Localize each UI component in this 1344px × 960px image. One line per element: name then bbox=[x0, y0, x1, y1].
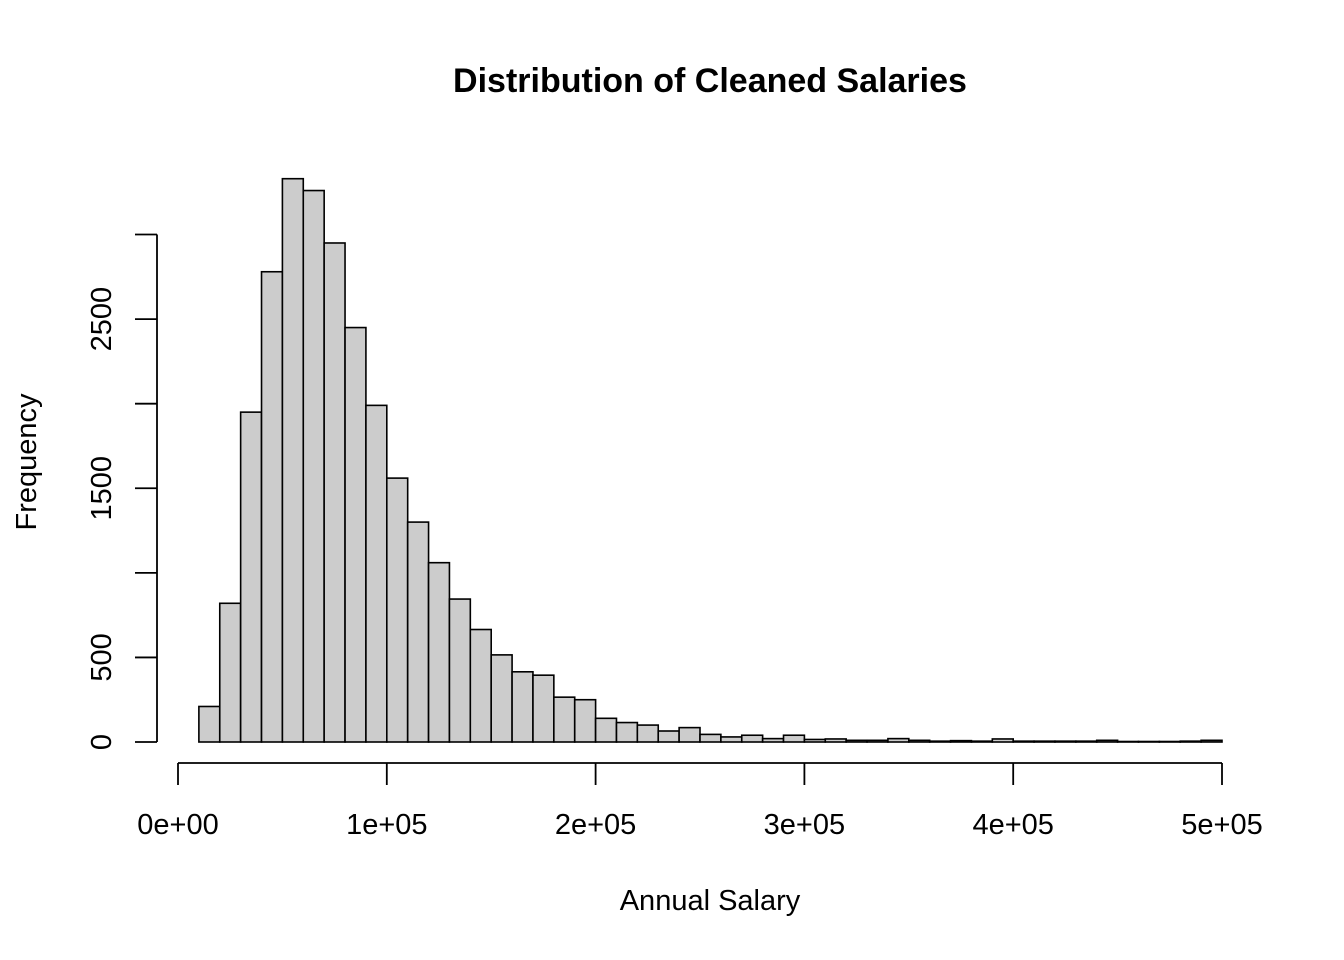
histogram-bar bbox=[1137, 740, 1161, 743]
histogram-bar bbox=[949, 739, 973, 743]
histogram-bar bbox=[239, 411, 263, 743]
histogram-bar bbox=[782, 734, 806, 743]
histogram-bar bbox=[1054, 740, 1077, 743]
histogram-bar bbox=[866, 739, 889, 743]
y-tick-label: 500 bbox=[86, 633, 118, 681]
histogram-bar bbox=[469, 628, 493, 743]
histogram-bar bbox=[928, 740, 952, 743]
histogram-bar bbox=[385, 477, 409, 743]
histogram-bar bbox=[260, 270, 284, 743]
histogram-bar bbox=[657, 730, 680, 743]
x-tick-label: 1e+05 bbox=[346, 809, 427, 841]
histogram-bar bbox=[1158, 740, 1182, 743]
histogram-bar bbox=[406, 521, 430, 743]
histogram-bar bbox=[302, 189, 325, 743]
histogram-bar bbox=[740, 734, 764, 743]
histogram-bar bbox=[699, 733, 722, 743]
histogram-bar bbox=[594, 717, 618, 743]
y-tick-label: 1500 bbox=[86, 456, 118, 521]
histogram-bar bbox=[532, 674, 555, 743]
y-tick-label: 2500 bbox=[86, 287, 118, 352]
histogram-bar bbox=[1075, 740, 1098, 743]
histogram-bar bbox=[218, 602, 242, 743]
histogram-bar bbox=[281, 177, 305, 743]
histogram-bar bbox=[887, 737, 910, 743]
histogram-bar bbox=[1200, 739, 1223, 743]
histogram-bar bbox=[1116, 740, 1140, 743]
y-axis: 0 500 1500 2500 bbox=[86, 233, 158, 750]
histogram-bar bbox=[1012, 740, 1035, 743]
histogram-bar bbox=[824, 738, 847, 743]
x-tick-label: 0e+00 bbox=[137, 809, 218, 841]
histogram-bar bbox=[323, 242, 346, 743]
histogram-bar bbox=[970, 740, 994, 743]
bars-group bbox=[198, 177, 1223, 743]
histogram-bar bbox=[344, 326, 367, 743]
histogram-bar bbox=[845, 739, 868, 743]
histogram-bar bbox=[198, 705, 221, 743]
histogram-bar bbox=[427, 561, 451, 743]
histogram-bar bbox=[490, 654, 513, 743]
histogram-bar bbox=[803, 738, 827, 743]
x-tick-label: 2e+05 bbox=[555, 809, 636, 841]
chart-title: Distribution of Cleaned Salaries bbox=[453, 62, 967, 100]
histogram-bar bbox=[678, 726, 701, 743]
histogram-bar bbox=[761, 737, 785, 743]
x-tick-label: 3e+05 bbox=[764, 809, 845, 841]
histogram-bar bbox=[1033, 740, 1056, 743]
x-tick-label: 4e+05 bbox=[972, 809, 1053, 841]
x-tick-label: 5e+05 bbox=[1181, 809, 1262, 841]
histogram-bar bbox=[991, 738, 1015, 743]
histogram-bar bbox=[907, 739, 931, 743]
histogram-bar bbox=[365, 404, 388, 743]
histogram-bar bbox=[511, 670, 534, 743]
y-tick-label: 0 bbox=[86, 734, 118, 750]
histogram-bar bbox=[1179, 740, 1202, 743]
histogram-bar bbox=[448, 598, 472, 743]
histogram-bar bbox=[573, 698, 597, 743]
histogram-bar bbox=[636, 724, 660, 743]
histogram-bar bbox=[615, 721, 639, 743]
x-axis: 0e+00 1e+05 2e+05 3e+05 4e+05 5e+05 bbox=[137, 762, 1263, 841]
histogram-bar bbox=[720, 736, 743, 743]
x-axis-label: Annual Salary bbox=[620, 885, 801, 917]
y-axis-label: Frequency bbox=[11, 393, 43, 531]
histogram-bar bbox=[553, 696, 576, 743]
histogram-bar bbox=[1095, 739, 1119, 743]
